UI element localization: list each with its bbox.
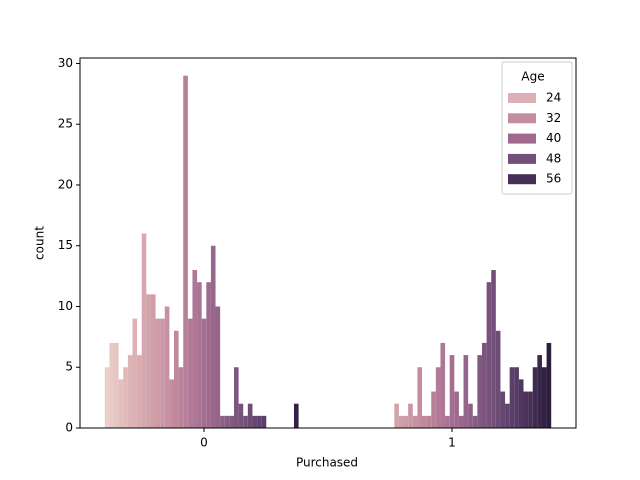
bar — [537, 355, 542, 428]
bar — [435, 367, 441, 428]
bar — [514, 367, 519, 428]
bar — [210, 245, 216, 428]
bar — [398, 415, 404, 428]
legend-swatch — [508, 93, 536, 103]
bar — [150, 294, 156, 428]
bar — [197, 282, 202, 428]
bar — [546, 342, 552, 428]
bar — [532, 367, 538, 428]
bar — [403, 415, 409, 428]
bar — [127, 355, 133, 428]
y-tick-label: 5 — [65, 360, 73, 374]
bar — [224, 415, 230, 428]
bar — [472, 415, 478, 428]
bar — [481, 342, 487, 428]
bar — [141, 233, 147, 428]
y-tick-label: 0 — [65, 421, 73, 435]
bar — [164, 306, 170, 428]
bar — [528, 391, 533, 428]
bar — [500, 391, 506, 428]
bar — [123, 367, 128, 428]
bar — [426, 415, 432, 428]
bar — [183, 75, 188, 428]
bar — [215, 306, 221, 428]
y-tick-label: 10 — [58, 299, 73, 313]
x-tick-label: 0 — [200, 436, 208, 450]
legend-label: 24 — [546, 91, 561, 105]
bar — [458, 415, 464, 428]
bar — [104, 367, 110, 428]
bar — [412, 415, 418, 428]
bar — [523, 391, 529, 428]
bar — [109, 342, 115, 428]
bar — [243, 415, 248, 428]
bar — [146, 294, 151, 428]
bar — [118, 379, 124, 428]
bar — [233, 367, 239, 428]
bar — [440, 342, 446, 428]
bar — [491, 270, 496, 428]
bar — [206, 282, 211, 428]
bar — [137, 355, 142, 428]
bar — [495, 330, 501, 428]
bar — [509, 367, 515, 428]
bar — [132, 318, 138, 428]
bar — [252, 415, 258, 428]
bar — [449, 355, 455, 428]
bar — [155, 318, 161, 428]
bar — [445, 415, 450, 428]
bar — [486, 282, 492, 428]
bar — [114, 342, 119, 428]
bar — [238, 403, 244, 428]
bar — [505, 403, 510, 428]
bar — [220, 415, 225, 428]
bar — [541, 367, 547, 428]
bar — [293, 403, 299, 428]
y-axis-label: count — [33, 226, 47, 260]
bar — [408, 403, 413, 428]
plot-frame — [79, 57, 577, 429]
bar — [192, 270, 198, 428]
y-tick-label: 20 — [58, 177, 73, 191]
bar — [160, 318, 165, 428]
bar — [518, 379, 524, 428]
y-tick-label: 25 — [58, 117, 73, 131]
bar — [201, 318, 207, 428]
legend-swatch — [508, 174, 536, 185]
legend-swatch — [508, 153, 536, 164]
x-axis-label: Purchased — [296, 456, 358, 470]
y-tick-label: 30 — [58, 56, 73, 70]
bar — [477, 355, 482, 428]
bar — [187, 318, 193, 428]
legend-swatch — [508, 113, 536, 124]
legend-title: Age — [521, 70, 544, 84]
bar — [422, 415, 427, 428]
bar — [468, 403, 473, 428]
legend-label: 56 — [546, 172, 561, 186]
bar — [417, 367, 423, 428]
bar — [229, 415, 234, 428]
x-tick-label: 1 — [448, 436, 456, 450]
bar — [178, 367, 184, 428]
bar — [454, 391, 459, 428]
bar — [463, 355, 469, 428]
legend-label: 40 — [546, 131, 561, 145]
legend-swatch — [508, 133, 536, 144]
bar — [431, 391, 436, 428]
bar — [257, 415, 262, 428]
y-tick-label: 15 — [58, 238, 73, 252]
bar — [247, 403, 253, 428]
bar — [169, 379, 175, 428]
legend-label: 48 — [546, 151, 561, 165]
legend-label: 32 — [546, 111, 561, 125]
bar — [261, 415, 267, 428]
bar — [174, 330, 179, 428]
bar — [394, 403, 399, 428]
